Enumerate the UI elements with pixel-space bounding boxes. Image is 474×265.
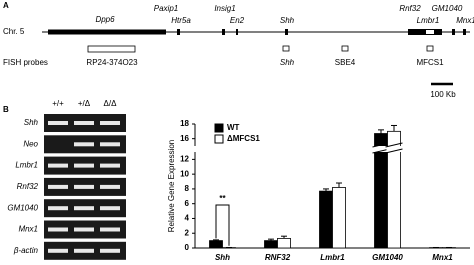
gel-band [48,248,68,253]
significance-bracket [215,204,230,246]
gel-row-label: β-actin [13,246,39,255]
bar [332,187,346,249]
panel-label: B [3,105,9,114]
gene-label: GM1040 [432,4,463,13]
significance: ** [219,194,226,203]
y-tick-label: 16 [180,134,189,143]
break-mark [372,142,390,148]
probe-box [87,45,136,53]
probe-label: RP24-374O23 [86,58,138,67]
gene-label: Rnf32 [399,4,421,13]
bar [319,190,333,249]
y-tick-label: 0 [185,243,190,252]
gel-band [100,227,120,232]
chromosome-label: Chr. 5 [3,27,25,36]
gel-band [74,163,94,168]
probe-label: Shh [280,58,295,67]
gel-band [74,206,94,211]
panel-label: A [3,1,9,10]
gel-band [74,142,94,147]
gel-band [48,206,68,211]
gel-band [74,121,94,125]
gel-row-label: Shh [24,118,39,127]
gel-band [48,121,68,125]
gel-band [100,163,120,168]
break-mark [385,142,403,148]
gel-row-label: Neo [23,139,38,148]
x-tick-label: Lmbr1 [320,253,345,262]
gene-block [222,29,225,35]
bar [209,240,223,249]
y-tick-label: 4 [185,214,190,223]
x-tick-label: RNF32 [265,253,291,262]
gel-band [74,248,94,253]
gene-label: Htr5a [171,16,191,25]
gene-block [48,29,166,35]
probe-box [282,45,290,52]
legend-label: WT [227,123,240,132]
gene-block [463,29,466,35]
x-tick-label: Mnx1 [432,253,453,262]
gene-block [285,29,288,35]
gel-row-label: Rnf32 [17,182,39,191]
gene-block [408,29,442,35]
y-axis-label: Relative Gene Expression [167,140,176,233]
probe-box [426,45,434,52]
gel-column-label: Δ/Δ [104,99,118,108]
probe-label: SBE4 [335,58,356,67]
y-tick-label: 6 [185,199,190,208]
bar [264,240,278,249]
gel-column-label: +/Δ [78,99,91,108]
gene-label: En2 [230,16,245,25]
y-tick-label: 18 [180,119,189,128]
break-gap [373,146,389,152]
x-tick-label: GM1040 [372,253,403,262]
gene-label: Paxip1 [154,4,178,13]
gel-row-label: Lmbr1 [15,161,38,170]
legend-swatch [214,123,224,133]
gel-band [100,248,120,253]
probe-label: MFCS1 [416,58,444,67]
gel-band [74,227,94,232]
gel-band [100,206,120,211]
legend-swatch [214,134,224,144]
legend-label: ΔMFCS1 [227,134,260,143]
gel-band [100,142,120,147]
gel-band [48,163,68,168]
gel-column-label: +/+ [52,99,64,108]
gene-block [452,29,455,35]
y-tick-label: 2 [185,228,190,237]
probe-box [341,45,349,52]
gel-band [48,184,68,189]
scale-label: 100 Kb [430,90,456,99]
gene-label: Shh [280,16,295,25]
gel-band [100,121,120,125]
x-tick-label: Shh [215,253,230,262]
gene-block [177,29,180,35]
probes-label: FISH probes [3,58,48,67]
break-gap [386,146,402,152]
gel-band [100,184,120,189]
gene-label: Mnx1 [456,16,474,25]
gene-label: Lmbr1 [417,16,440,25]
gene-label: Dpp6 [95,15,115,24]
bar [277,237,291,249]
break-mark [385,148,403,154]
y-tick-label: 8 [185,184,190,193]
gene-block [426,30,434,34]
y-tick-label: 12 [180,154,189,163]
gel-band [74,184,94,189]
gene-label: Insig1 [214,4,235,13]
gel-row-label: GM1040 [7,203,38,212]
gel-row-label: Mnx1 [18,225,38,234]
gene-block [236,29,238,35]
y-tick-label: 10 [180,169,189,178]
gel-band [48,227,68,232]
